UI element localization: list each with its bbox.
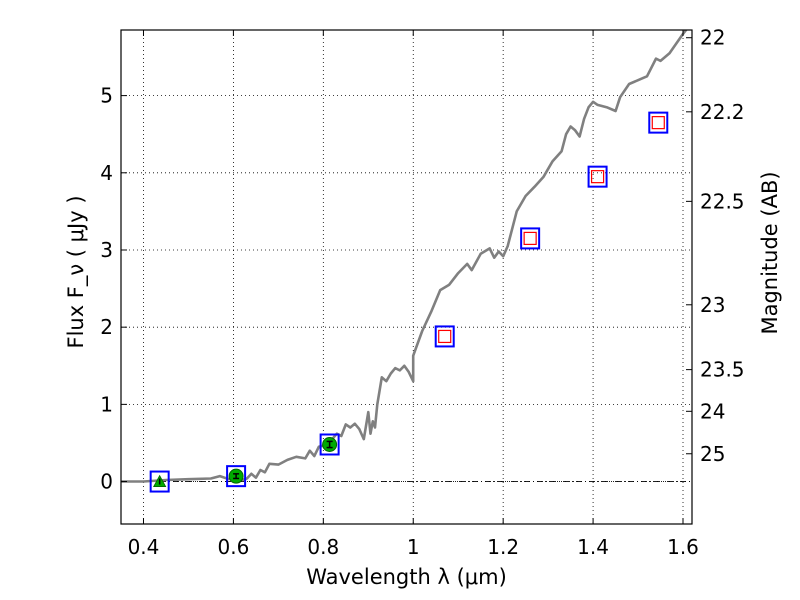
right-tick-label: 22 <box>700 26 725 50</box>
x-axis-label: Wavelength λ (μm) <box>306 565 507 589</box>
upper-limit-square <box>651 116 665 130</box>
model-band-square <box>319 433 340 456</box>
y-tick-label: 0 <box>100 470 113 494</box>
x-tick-label: 1.4 <box>577 535 609 559</box>
model-band-square <box>520 227 541 250</box>
y-tick-label: 3 <box>100 238 113 262</box>
grid <box>121 30 692 524</box>
model-band-square <box>587 165 608 188</box>
x-tick-label: 1 <box>407 535 420 559</box>
right-tick-label: 23.5 <box>700 358 745 382</box>
right-tick-label: 23 <box>700 293 725 317</box>
series-layer <box>121 30 688 493</box>
y-tick-label: 4 <box>100 161 113 185</box>
y-tick-label: 1 <box>100 392 113 416</box>
ticks: 0.4 0.6 0.8 1 1.2 1.4 1.60123452222.222.52323.… <box>100 26 744 559</box>
y-tick-label: 2 <box>100 315 113 339</box>
model-band-square <box>648 111 669 134</box>
right-axis-label: Magnitude (AB) <box>758 171 782 334</box>
right-tick-label: 24 <box>700 399 725 423</box>
model-band-square <box>149 470 170 493</box>
x-tick-label: 0.4 <box>128 535 160 559</box>
right-tick-label: 22.2 <box>700 100 745 124</box>
model-band-square <box>434 325 455 348</box>
upper-limit-square <box>438 329 452 344</box>
model-band-square <box>226 465 247 488</box>
x-tick-label: 0.8 <box>307 535 339 559</box>
y-axis-label: Flux F_ν ( μJy ) <box>64 195 89 348</box>
upper-limit-square <box>590 170 605 184</box>
plot-frame <box>120 29 693 525</box>
upper-limit-square <box>523 231 537 246</box>
x-tick-label: 1.6 <box>667 535 699 559</box>
right-tick-label: 25 <box>700 442 725 466</box>
x-tick-label: 1.2 <box>487 535 519 559</box>
right-tick-label: 22.5 <box>700 189 745 213</box>
x-tick-label: 0.6 <box>217 535 249 559</box>
y-tick-label: 5 <box>100 84 113 108</box>
spectrum-line <box>121 30 688 483</box>
